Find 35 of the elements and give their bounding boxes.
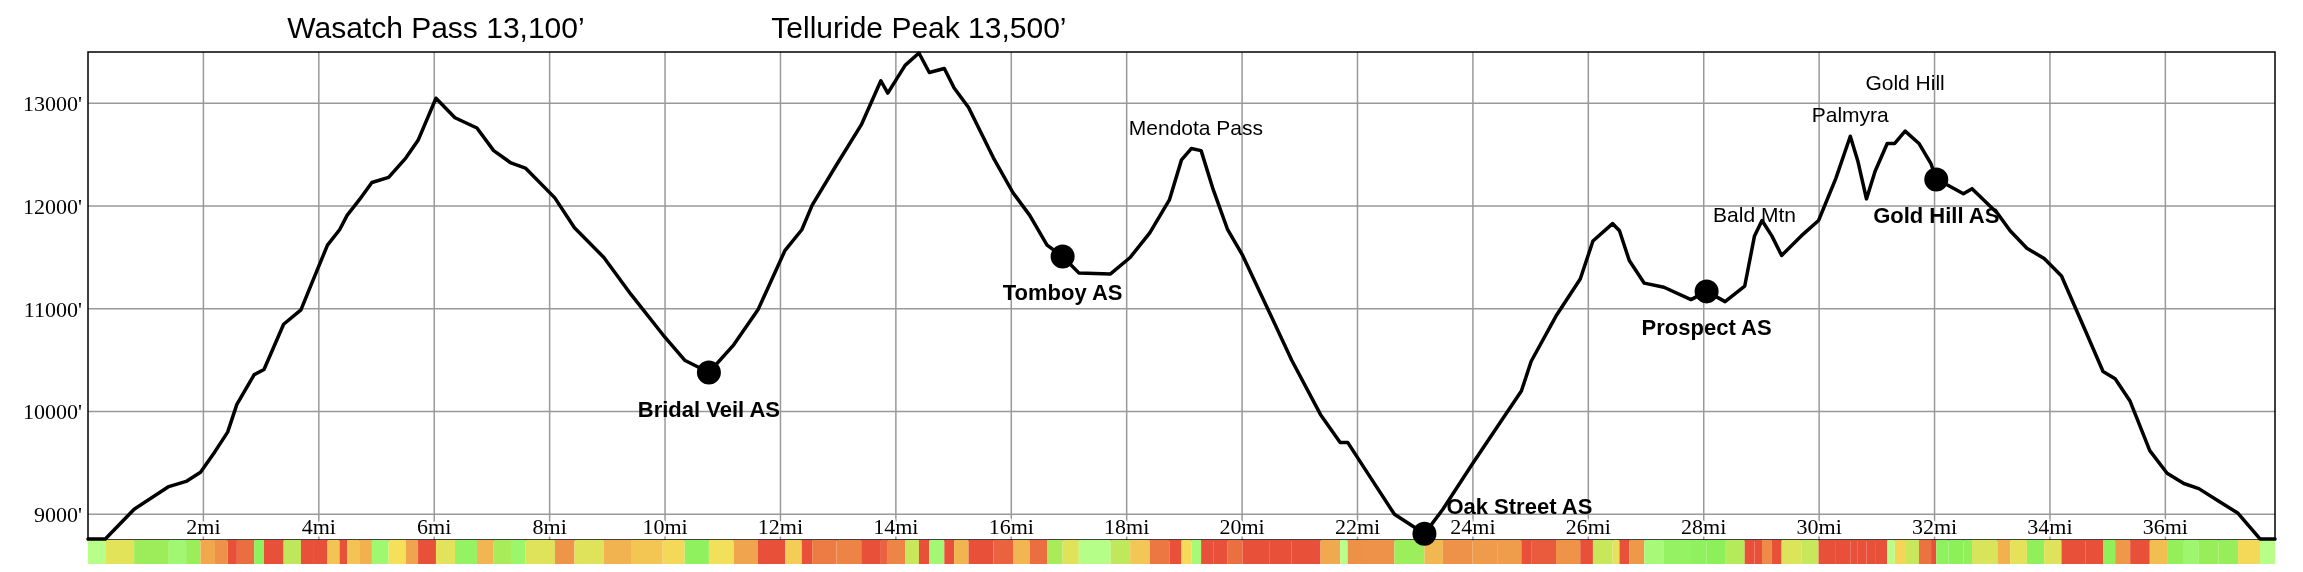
x-tick-label: 32mi <box>1911 514 1958 539</box>
x-tick-label: 28mi <box>1681 514 1727 539</box>
x-tick-label: 18mi <box>1104 514 1150 539</box>
x-tick-label: 22mi <box>1334 514 1381 539</box>
annotation: Wasatch Pass 13,100’ <box>287 11 585 44</box>
y-tick-label: 13000' <box>23 91 83 117</box>
annotation: Palmyra <box>1811 103 1890 127</box>
y-tick-label: 11000' <box>23 296 83 322</box>
annotation: Mendota Pass <box>1128 115 1264 139</box>
annotation: Bald Mtn <box>1713 202 1796 226</box>
point <box>1050 244 1075 269</box>
x-tick-label: 30mi <box>1796 514 1842 539</box>
y-tick-label: 9000' <box>34 502 83 528</box>
x-tick-label: 12mi <box>757 514 804 539</box>
x-tick-label: 4mi <box>301 514 336 539</box>
annotation: Telluride Peak 13,500’ <box>771 11 1067 44</box>
y-tick-label: 10000' <box>23 399 83 425</box>
x-tick-label: 6mi <box>417 514 452 539</box>
x-tick-label: 8mi <box>532 514 567 539</box>
x-tick-label: 34mi <box>2027 514 2073 539</box>
x-tick-label: 2mi <box>186 514 221 539</box>
x-tick-label: 16mi <box>988 514 1034 539</box>
x-tick-label: 36mi <box>2142 514 2188 539</box>
x-tick-label: 20mi <box>1219 514 1265 539</box>
annotation: Prospect AS <box>1641 315 1772 341</box>
annotation: Gold Hill <box>1865 71 1945 95</box>
point <box>1694 279 1719 304</box>
x-tick-label: 10mi <box>642 514 688 539</box>
y-tick-label: 12000' <box>23 193 83 219</box>
point <box>696 360 721 385</box>
point <box>1924 167 1949 192</box>
x-tick-label: 14mi <box>873 514 919 539</box>
annotation: Tomboy AS <box>1002 280 1123 306</box>
point <box>1412 521 1437 546</box>
annotation: Bridal Veil AS <box>637 396 781 422</box>
